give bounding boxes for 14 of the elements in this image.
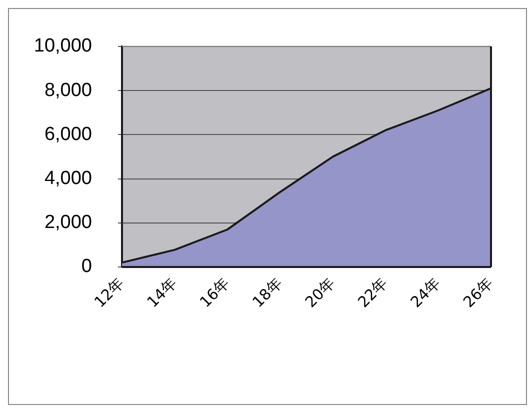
x-tick-label: 26年	[460, 274, 497, 312]
y-tick-label: 2,000	[44, 212, 92, 234]
x-tick-label: 22年	[354, 274, 392, 312]
y-tick-label: 4,000	[44, 168, 92, 189]
y-tick-label: 0	[81, 256, 92, 278]
x-tick-label: 18年	[248, 274, 286, 312]
x-tick-label: 12年	[90, 274, 128, 312]
x-tick-label: 14年	[143, 274, 180, 312]
x-tick-label: 20年	[302, 274, 338, 312]
x-tick-label: 24年	[407, 274, 444, 312]
y-tick-label: 6,000	[44, 124, 92, 145]
y-tick-label: 10,000	[34, 36, 92, 57]
y-tick-label: 8,000	[44, 80, 92, 101]
x-tick-label: 16年	[196, 274, 234, 312]
